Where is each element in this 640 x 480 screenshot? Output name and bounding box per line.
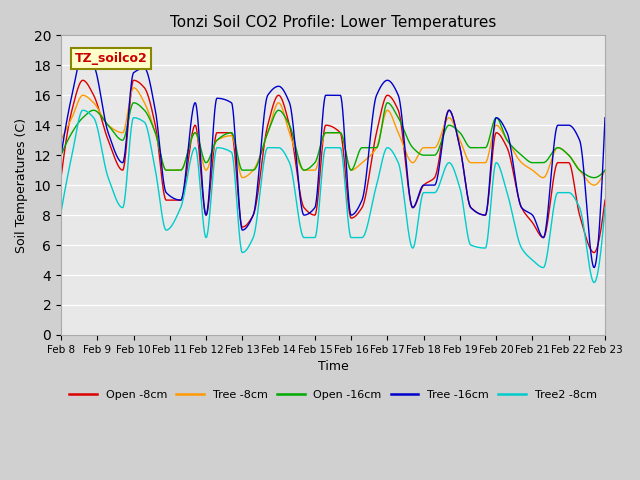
Legend: Open -8cm, Tree -8cm, Open -16cm, Tree -16cm, Tree2 -8cm: Open -8cm, Tree -8cm, Open -16cm, Tree -…	[65, 385, 601, 404]
Text: TZ_soilco2: TZ_soilco2	[75, 52, 147, 65]
Open -8cm	[289, 136, 296, 142]
Open -8cm	[590, 250, 598, 255]
Open -16cm	[99, 116, 107, 122]
Open -16cm	[57, 152, 65, 158]
Open -16cm	[590, 175, 598, 180]
Tree -8cm	[57, 137, 65, 143]
Tree2 -8cm	[289, 170, 296, 176]
Tree -16cm	[122, 144, 129, 150]
Line: Tree -8cm: Tree -8cm	[61, 88, 605, 185]
Tree -16cm	[79, 52, 86, 58]
Tree2 -8cm	[79, 108, 86, 113]
Tree2 -8cm	[590, 280, 598, 286]
Tree -8cm	[122, 123, 129, 129]
Open -8cm	[309, 212, 317, 218]
X-axis label: Time: Time	[317, 360, 348, 373]
Line: Tree2 -8cm: Tree2 -8cm	[61, 110, 605, 283]
Tree -8cm	[367, 152, 375, 158]
Y-axis label: Soil Temperatures (C): Soil Temperatures (C)	[15, 118, 28, 252]
Tree -16cm	[309, 207, 317, 213]
Tree -8cm	[590, 182, 598, 188]
Tree -16cm	[590, 264, 598, 270]
Open -8cm	[57, 175, 65, 180]
Tree -8cm	[601, 168, 609, 173]
Tree -16cm	[601, 115, 609, 120]
Tree -16cm	[300, 212, 307, 217]
Tree2 -8cm	[122, 189, 129, 194]
Open -16cm	[300, 167, 307, 173]
Open -16cm	[367, 145, 375, 151]
Tree -8cm	[130, 85, 138, 91]
Open -16cm	[601, 168, 609, 173]
Tree2 -8cm	[100, 156, 108, 161]
Line: Open -16cm: Open -16cm	[61, 103, 605, 178]
Tree2 -8cm	[309, 235, 317, 240]
Open -16cm	[122, 132, 129, 138]
Open -8cm	[100, 123, 108, 129]
Tree -16cm	[367, 129, 375, 135]
Open -8cm	[122, 151, 129, 157]
Open -8cm	[300, 204, 307, 210]
Tree2 -8cm	[367, 207, 375, 213]
Open -16cm	[309, 162, 317, 168]
Open -16cm	[289, 130, 296, 135]
Tree -8cm	[289, 138, 296, 144]
Open -8cm	[601, 197, 609, 203]
Line: Tree -16cm: Tree -16cm	[61, 55, 605, 267]
Tree2 -8cm	[601, 205, 609, 211]
Open -8cm	[367, 161, 375, 167]
Tree -16cm	[57, 152, 65, 158]
Tree2 -8cm	[300, 234, 307, 240]
Tree -8cm	[309, 168, 317, 173]
Tree2 -8cm	[57, 209, 65, 215]
Tree -16cm	[289, 114, 296, 120]
Tree -8cm	[300, 167, 307, 173]
Tree -8cm	[99, 116, 107, 121]
Title: Tonzi Soil CO2 Profile: Lower Temperatures: Tonzi Soil CO2 Profile: Lower Temperatur…	[170, 15, 496, 30]
Line: Open -8cm: Open -8cm	[61, 80, 605, 252]
Open -8cm	[79, 77, 86, 83]
Open -16cm	[130, 100, 138, 106]
Tree -16cm	[100, 108, 108, 114]
